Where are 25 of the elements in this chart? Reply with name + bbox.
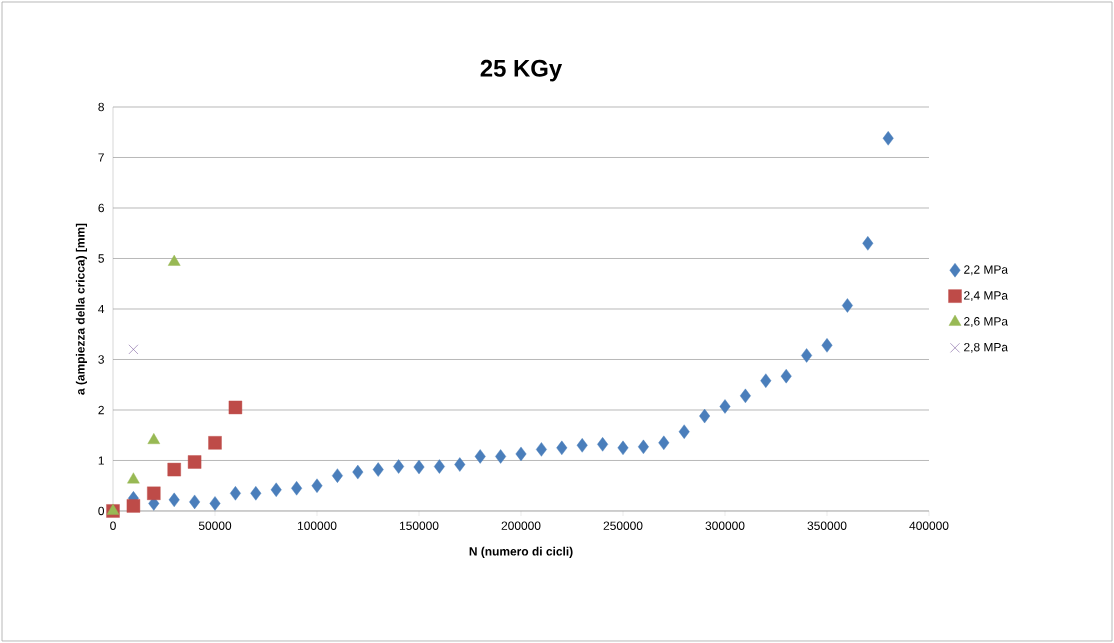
x-tick-label: 0 (110, 521, 116, 530)
y-tick-label: 7 (98, 153, 104, 162)
y-tick-label: 2 (98, 405, 104, 415)
y-tick-label: 1 (98, 456, 104, 465)
x-tick-label: 300000 (705, 521, 745, 530)
x-tick-label: 350000 (807, 521, 847, 530)
y-tick-label: 5 (98, 254, 104, 263)
y-tick-label: 4 (98, 304, 105, 314)
y-tick-label: 6 (98, 203, 104, 213)
legend-label: 2,2 MPa (964, 265, 1009, 276)
y-tick-label: 8 (98, 102, 104, 112)
y-tick-label: 3 (98, 355, 104, 364)
y-tick-label: 0 (98, 506, 105, 516)
x-tick-label: 150000 (399, 521, 439, 530)
x-tick-label: 400000 (909, 521, 949, 530)
chart-title: 25 KGy (480, 59, 563, 82)
legend-label: 2,8 MPa (964, 342, 1009, 353)
x-tick-label: 200000 (501, 521, 541, 530)
x-tick-label: 250000 (603, 521, 643, 530)
legend-label: 2,6 MPa (964, 317, 1009, 327)
y-axis-title: a (ampiezza della cricca) [mm] (75, 223, 87, 395)
x-tick-label: 100000 (297, 521, 337, 530)
x-tick-label: 50000 (198, 521, 232, 530)
x-axis-title: N (numero di cicli) (469, 546, 573, 558)
legend-label: 2,4 MPa (964, 291, 1009, 302)
